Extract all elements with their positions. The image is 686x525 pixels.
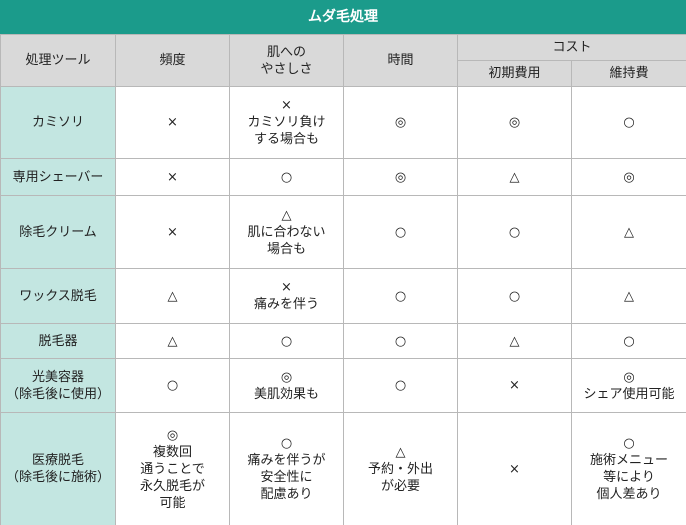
cell: ◎ xyxy=(457,86,572,159)
cell: × xyxy=(115,86,230,159)
cell: ○ xyxy=(343,358,458,413)
cell: △ 肌に合わない 場合も xyxy=(229,195,344,269)
cell: × xyxy=(457,358,572,413)
body-row: 医療脱毛 （除毛後に施術） ◎ 複数回 通うことで 永久脱毛が 可能 ○ 痛みを伴う… xyxy=(0,412,686,525)
cell: ○ xyxy=(457,268,572,324)
cell: × 痛みを伴う xyxy=(229,268,344,324)
cell: × xyxy=(115,195,230,269)
cell: ◎ 美肌効果も xyxy=(229,358,344,413)
body-row: 除毛クリーム × △ 肌に合わない 場合も ○ ○ △ xyxy=(0,195,686,269)
body-row: ワックス脱毛 △ × 痛みを伴う ○ ○ △ xyxy=(0,268,686,324)
cell: ○ xyxy=(229,158,344,196)
header-cell: 時間 xyxy=(343,34,458,87)
header-cell: 肌への やさしさ xyxy=(229,34,344,87)
cell: ◎ xyxy=(343,86,458,159)
cell: △ xyxy=(115,268,230,324)
subheader-cell: 維持費 xyxy=(570,60,686,87)
cell: ○ 施術メニュー 等により 個人差あり xyxy=(570,412,686,525)
cell: ○ xyxy=(457,195,572,269)
cell: △ xyxy=(570,195,686,269)
cell: ◎ xyxy=(343,158,458,196)
body-row: カミソリ × × カミソリ負け する場合も ◎ ◎ ○ xyxy=(0,86,686,159)
cell: ○ xyxy=(229,323,344,359)
subheader-cell: 初期費用 xyxy=(457,60,572,87)
cell: △ xyxy=(115,323,230,359)
cell: △ xyxy=(570,268,686,324)
cell: × カミソリ負け する場合も xyxy=(229,86,344,159)
header-cell: 処理ツール xyxy=(0,34,116,87)
cell: × xyxy=(115,158,230,196)
cell: ○ xyxy=(570,323,686,359)
header-cell: 頻度 xyxy=(115,34,230,87)
cell: ◎ 複数回 通うことで 永久脱毛が 可能 xyxy=(115,412,230,525)
cell: × xyxy=(457,412,572,525)
cell: ○ xyxy=(343,268,458,324)
cell: ◎ シェア使用可能 xyxy=(570,358,686,413)
body-row: 専用シェーバー × ○ ◎ △ ◎ xyxy=(0,158,686,196)
body-row: 脱毛器 △ ○ ○ △ ○ xyxy=(0,323,686,359)
cell: ○ 痛みを伴うが 安全性に 配慮あり xyxy=(229,412,344,525)
cell: △ xyxy=(457,323,572,359)
row-label: 脱毛器 xyxy=(0,323,116,359)
cell: ○ xyxy=(115,358,230,413)
body-row: 光美容器 （除毛後に使用） ○ ◎ 美肌効果も ○ × ◎ シェア使用可能 xyxy=(0,358,686,413)
header-cell: コスト xyxy=(456,34,686,61)
header-row: 処理ツール 頻度 肌への やさしさ 時間 コスト xyxy=(0,34,686,87)
cell: △ 予約・外出 が必要 xyxy=(343,412,458,525)
cell: △ xyxy=(457,158,572,196)
cell: ○ xyxy=(343,195,458,269)
row-label: ワックス脱毛 xyxy=(0,268,116,324)
row-label: 医療脱毛 （除毛後に施術） xyxy=(0,412,116,525)
table: 処理ツール 頻度 肌への やさしさ 時間 コスト 初期費用 維持費 カミソリ × × カミソリ負け… xyxy=(0,34,686,525)
cell: ○ xyxy=(343,323,458,359)
row-label: 除毛クリーム xyxy=(0,195,116,269)
cell: ○ xyxy=(570,86,686,159)
row-label: カミソリ xyxy=(0,86,116,159)
row-label: 光美容器 （除毛後に使用） xyxy=(0,358,116,413)
cell: ◎ xyxy=(570,158,686,196)
row-label: 専用シェーバー xyxy=(0,158,116,196)
table-title: ムダ毛処理 xyxy=(0,0,686,34)
